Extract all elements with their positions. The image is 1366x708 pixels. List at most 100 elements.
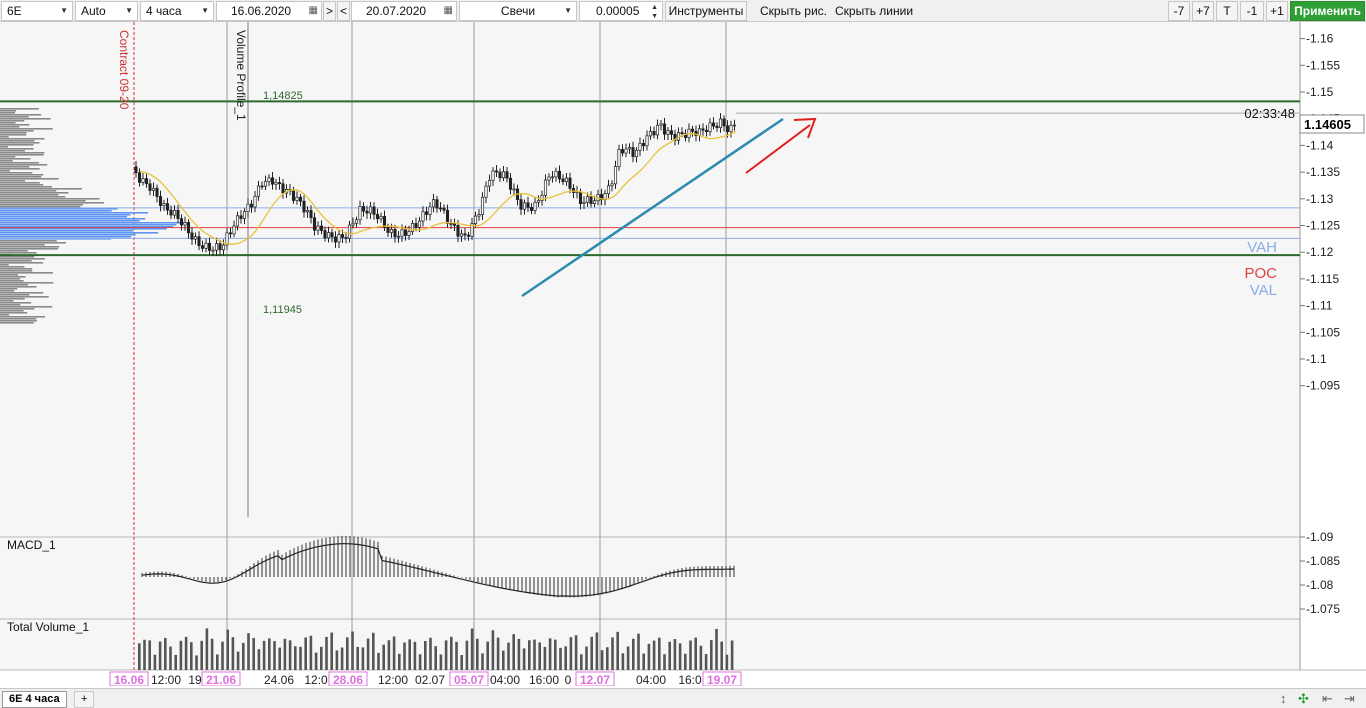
hide-lines-button[interactable]: Скрыть линии bbox=[829, 1, 919, 21]
t-button[interactable]: T bbox=[1216, 1, 1238, 21]
volume-bar bbox=[403, 642, 406, 670]
candle-body bbox=[449, 223, 453, 225]
volume-bar bbox=[502, 650, 505, 670]
resize-vertical-icon[interactable]: ↕ bbox=[1280, 691, 1287, 706]
volume-bar bbox=[606, 647, 609, 670]
candle-body bbox=[491, 170, 495, 181]
volume-bar bbox=[548, 638, 552, 670]
profile-bar bbox=[0, 142, 40, 144]
volume-bar bbox=[210, 638, 214, 670]
candle-body bbox=[512, 188, 516, 191]
candle-body bbox=[617, 149, 621, 167]
volume-bar bbox=[231, 637, 235, 670]
profile-bar bbox=[0, 180, 26, 182]
fullscreen-icon[interactable]: ✣ bbox=[1298, 691, 1309, 706]
hide-drawings-button[interactable]: Скрыть рис. bbox=[754, 1, 828, 21]
tools-button[interactable]: Инструменты bbox=[665, 1, 747, 21]
profile-bar bbox=[0, 146, 8, 148]
volume-bar bbox=[325, 636, 328, 670]
next-date-button[interactable]: > bbox=[323, 1, 336, 21]
date-from-field[interactable]: 16.06.2020 ▦ bbox=[216, 1, 322, 21]
profile-bar bbox=[0, 274, 18, 276]
chart-type-value: Свечи bbox=[500, 4, 536, 18]
symbol-select[interactable]: 6E ▼ bbox=[1, 1, 73, 21]
time-tick-label: 12:0 bbox=[304, 673, 328, 686]
candle-body bbox=[379, 216, 383, 220]
timeframe-select[interactable]: 4 часа ▼ bbox=[140, 1, 214, 21]
candle-body bbox=[522, 202, 527, 210]
profile-bar bbox=[0, 250, 28, 252]
chart-tab[interactable]: 6E 4 часа bbox=[2, 691, 67, 708]
time-tick-label: 12.07 bbox=[580, 673, 610, 686]
minus7-button[interactable]: -7 bbox=[1168, 1, 1190, 21]
volume-bar bbox=[476, 638, 479, 670]
profile-bar bbox=[0, 172, 33, 174]
profile-bar bbox=[0, 196, 66, 198]
candle-body bbox=[246, 203, 250, 212]
volume-bar bbox=[626, 646, 630, 670]
price-tick-label: -1.11 bbox=[1306, 299, 1333, 313]
volume-bar bbox=[512, 634, 515, 670]
profile-bar bbox=[0, 304, 21, 306]
volume-bar bbox=[470, 628, 474, 670]
candle-body bbox=[638, 142, 642, 151]
profile-bar bbox=[0, 194, 59, 196]
prev-date-button[interactable]: < bbox=[337, 1, 350, 21]
volume-bar bbox=[429, 637, 432, 670]
profile-bar bbox=[0, 242, 66, 244]
volume-bar bbox=[288, 640, 292, 670]
chevron-down-icon: ▼ bbox=[201, 6, 209, 15]
volume-bar bbox=[678, 643, 682, 670]
candle-body bbox=[445, 209, 450, 224]
candle-body bbox=[277, 182, 282, 185]
profile-bar bbox=[0, 322, 34, 324]
candle-body bbox=[620, 149, 625, 154]
apply-button[interactable]: Применить bbox=[1290, 1, 1365, 21]
profile-bar bbox=[0, 222, 187, 224]
volume-bar bbox=[600, 650, 604, 670]
scroll-right-icon[interactable]: ⇥ bbox=[1344, 691, 1355, 706]
volume-bar bbox=[304, 637, 307, 670]
volume-bar bbox=[174, 654, 177, 670]
volume-bar bbox=[273, 641, 276, 670]
volume-bar bbox=[413, 641, 417, 670]
profile-bar bbox=[0, 298, 25, 300]
chart-type-select[interactable]: Свечи ▼ bbox=[459, 1, 577, 21]
profile-bar bbox=[0, 282, 54, 284]
plus7-button[interactable]: +7 bbox=[1192, 1, 1214, 21]
candle-body bbox=[421, 211, 425, 222]
volume-bar bbox=[585, 646, 588, 670]
tick-size-stepper[interactable]: 0.00005 ▲ ▼ bbox=[579, 1, 663, 21]
add-tab-button[interactable]: + bbox=[74, 691, 95, 708]
volume-bar bbox=[330, 632, 333, 670]
candle-body bbox=[368, 206, 373, 214]
date-to-field[interactable]: 20.07.2020 ▦ bbox=[351, 1, 457, 21]
volume-profile bbox=[0, 108, 187, 324]
volume-bar bbox=[148, 640, 151, 670]
scroll-left-icon[interactable]: ⇤ bbox=[1322, 691, 1333, 706]
price-chart[interactable]: -1.16-1.155-1.15-1.145-1.14-1.135-1.13-1… bbox=[0, 22, 1366, 686]
profile-bar bbox=[0, 154, 44, 156]
plus1-button[interactable]: +1 bbox=[1266, 1, 1288, 21]
candle-body bbox=[396, 235, 401, 238]
profile-bar bbox=[0, 294, 30, 296]
profile-bar bbox=[0, 148, 34, 150]
scale-mode-select[interactable]: Auto ▼ bbox=[75, 1, 138, 21]
minus1-button[interactable]: -1 bbox=[1240, 1, 1264, 21]
time-tick-label: 12:00 bbox=[151, 673, 181, 686]
volume-bar bbox=[195, 655, 198, 670]
volume-bar bbox=[715, 628, 718, 670]
profile-bar bbox=[0, 192, 69, 194]
volume-bar bbox=[559, 647, 562, 670]
volume-bar bbox=[320, 646, 323, 670]
volume-bar bbox=[398, 653, 401, 670]
volume-bar bbox=[689, 640, 692, 670]
volume-bar bbox=[366, 638, 370, 670]
candle-body bbox=[347, 224, 352, 239]
price-tick-label: -1.115 bbox=[1306, 272, 1339, 286]
candle-body bbox=[410, 223, 415, 232]
profile-bar bbox=[0, 276, 26, 278]
profile-bar bbox=[0, 232, 159, 234]
candle-body bbox=[578, 191, 583, 204]
profile-bar bbox=[0, 228, 167, 230]
